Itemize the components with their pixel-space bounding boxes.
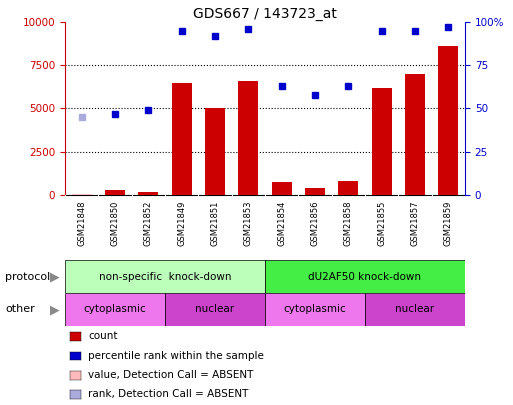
Text: GSM21858: GSM21858 — [344, 200, 353, 246]
Text: rank, Detection Call = ABSENT: rank, Detection Call = ABSENT — [88, 390, 248, 399]
Text: GSM21856: GSM21856 — [310, 200, 320, 246]
Text: non-specific  knock-down: non-specific knock-down — [98, 271, 231, 281]
Bar — [405, 74, 425, 195]
Text: GSM21851: GSM21851 — [210, 200, 220, 245]
Bar — [172, 83, 192, 195]
Text: ▶: ▶ — [50, 303, 60, 316]
Text: GSM21848: GSM21848 — [77, 200, 86, 246]
Bar — [305, 188, 325, 195]
Bar — [339, 181, 359, 195]
Text: percentile rank within the sample: percentile rank within the sample — [88, 351, 264, 360]
Bar — [438, 46, 458, 195]
Bar — [272, 182, 292, 195]
Text: cytoplasmic: cytoplasmic — [284, 305, 346, 315]
Bar — [265, 260, 465, 293]
Text: cytoplasmic: cytoplasmic — [84, 305, 146, 315]
Text: protocol: protocol — [5, 271, 50, 281]
Bar — [239, 81, 259, 195]
Bar — [165, 293, 265, 326]
Bar — [139, 192, 159, 195]
Text: count: count — [88, 331, 117, 341]
Bar — [72, 194, 92, 195]
Text: GSM21855: GSM21855 — [377, 200, 386, 245]
Text: GSM21857: GSM21857 — [410, 200, 420, 246]
Bar — [65, 293, 165, 326]
Text: value, Detection Call = ABSENT: value, Detection Call = ABSENT — [88, 370, 253, 380]
Text: nuclear: nuclear — [195, 305, 234, 315]
Text: other: other — [5, 305, 35, 315]
Text: GSM21853: GSM21853 — [244, 200, 253, 246]
Text: GSM21859: GSM21859 — [444, 200, 453, 245]
Bar — [105, 190, 125, 195]
Title: GDS667 / 143723_at: GDS667 / 143723_at — [193, 7, 337, 21]
Text: GSM21852: GSM21852 — [144, 200, 153, 245]
Text: ▶: ▶ — [50, 270, 60, 283]
Bar — [265, 293, 365, 326]
Text: GSM21854: GSM21854 — [277, 200, 286, 245]
Bar — [365, 293, 465, 326]
Text: GSM21849: GSM21849 — [177, 200, 186, 245]
Text: GSM21850: GSM21850 — [110, 200, 120, 245]
Bar — [371, 88, 391, 195]
Text: dU2AF50 knock-down: dU2AF50 knock-down — [308, 271, 422, 281]
Bar — [65, 260, 265, 293]
Text: nuclear: nuclear — [396, 305, 435, 315]
Bar — [205, 109, 225, 195]
